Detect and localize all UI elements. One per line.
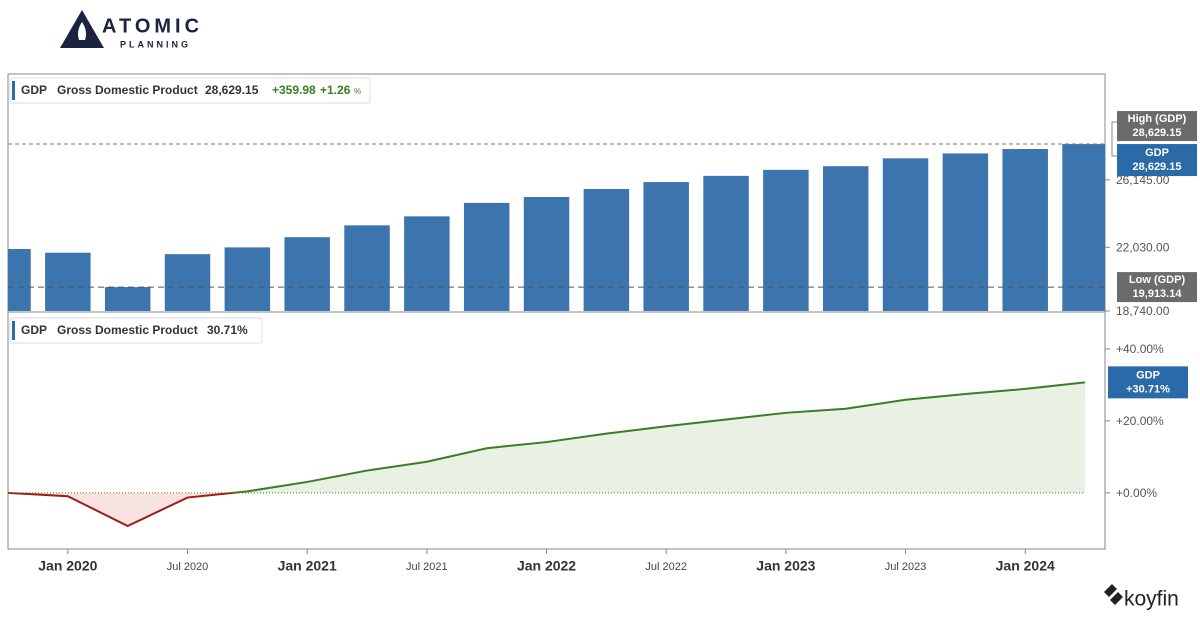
value-badge — [1108, 366, 1188, 399]
badge-name: Low (GDP) — [1129, 274, 1186, 286]
header-value: 30.71% — [207, 323, 248, 337]
header-accent — [12, 81, 15, 100]
value-badge — [1117, 111, 1197, 142]
header-change-unit: % — [354, 87, 361, 96]
line-negative — [8, 492, 243, 528]
koyfin-logo: koyfin — [1104, 584, 1179, 611]
header-name: Gross Domestic Product — [57, 323, 198, 337]
x-tick-label: Jul 2023 — [885, 561, 927, 573]
bar — [404, 216, 450, 311]
header-box — [9, 317, 263, 344]
footer-brand: koyfin — [1124, 588, 1179, 611]
header-change: +359.98 — [272, 83, 316, 97]
bar — [284, 237, 330, 311]
bar — [104, 287, 151, 311]
x-tick-label: Jul 2020 — [167, 561, 209, 573]
badge-name: GDP — [1136, 369, 1160, 381]
bar — [882, 158, 929, 311]
badge-value: 28,629.15 — [1133, 161, 1182, 173]
bar — [763, 169, 809, 311]
header-ticker: GDP — [21, 323, 47, 337]
bar — [643, 182, 689, 311]
bar — [463, 202, 510, 311]
y-tick-label: +40.00% — [1116, 342, 1164, 356]
value-badge — [1117, 144, 1197, 177]
badge-value: +30.71% — [1126, 383, 1170, 395]
header-value: 28,629.15 — [205, 83, 259, 97]
badge-name: High (GDP) — [1128, 113, 1187, 125]
badge-value: 19,913.14 — [1133, 288, 1183, 300]
line — [8, 381, 1086, 493]
header-box — [9, 77, 371, 104]
value-badge — [1117, 272, 1197, 303]
area-negative — [8, 492, 233, 527]
x-tick-label: Jan 2023 — [756, 558, 815, 574]
bar — [8, 249, 31, 311]
bar — [344, 225, 390, 311]
y-tick-label: 22,030.00 — [1116, 240, 1170, 254]
y-tick-label: 26,145.00 — [1116, 173, 1170, 187]
logo: ATOMIC PLANNING — [60, 10, 203, 49]
bar — [1002, 149, 1048, 311]
y-tick-label: +20.00% — [1116, 414, 1164, 428]
badge-bracket — [1111, 121, 1117, 157]
x-tick-label: Jan 2022 — [517, 558, 576, 574]
brand-tagline: PLANNING — [120, 39, 191, 49]
header-ticker: GDP — [21, 83, 47, 97]
header-change-pct: +1.26 — [320, 83, 351, 97]
y-tick-label: +0.00% — [1116, 486, 1157, 500]
bar — [224, 247, 271, 311]
x-tick-label: Jan 2024 — [996, 558, 1055, 574]
bar — [942, 153, 989, 311]
badge-name: GDP — [1145, 147, 1169, 159]
x-tick-label: Jan 2020 — [38, 558, 97, 574]
bar — [703, 175, 749, 311]
x-tick-label: Jan 2021 — [278, 558, 337, 574]
bar — [45, 252, 91, 311]
bar-group — [8, 144, 1105, 311]
header-accent — [12, 321, 15, 340]
x-tick-label: Jul 2021 — [406, 561, 448, 573]
area-positive — [8, 382, 1086, 493]
bar — [523, 196, 570, 311]
bar — [822, 166, 869, 311]
header-name: Gross Domestic Product — [57, 83, 198, 97]
brand-name: ATOMIC — [102, 15, 203, 37]
bar — [583, 188, 630, 311]
x-tick-label: Jul 2022 — [645, 561, 687, 573]
badge-value: 28,629.15 — [1133, 127, 1182, 139]
y-tick-label: 18,740.00 — [1116, 304, 1170, 318]
bar — [1062, 144, 1105, 311]
bar — [164, 254, 211, 311]
